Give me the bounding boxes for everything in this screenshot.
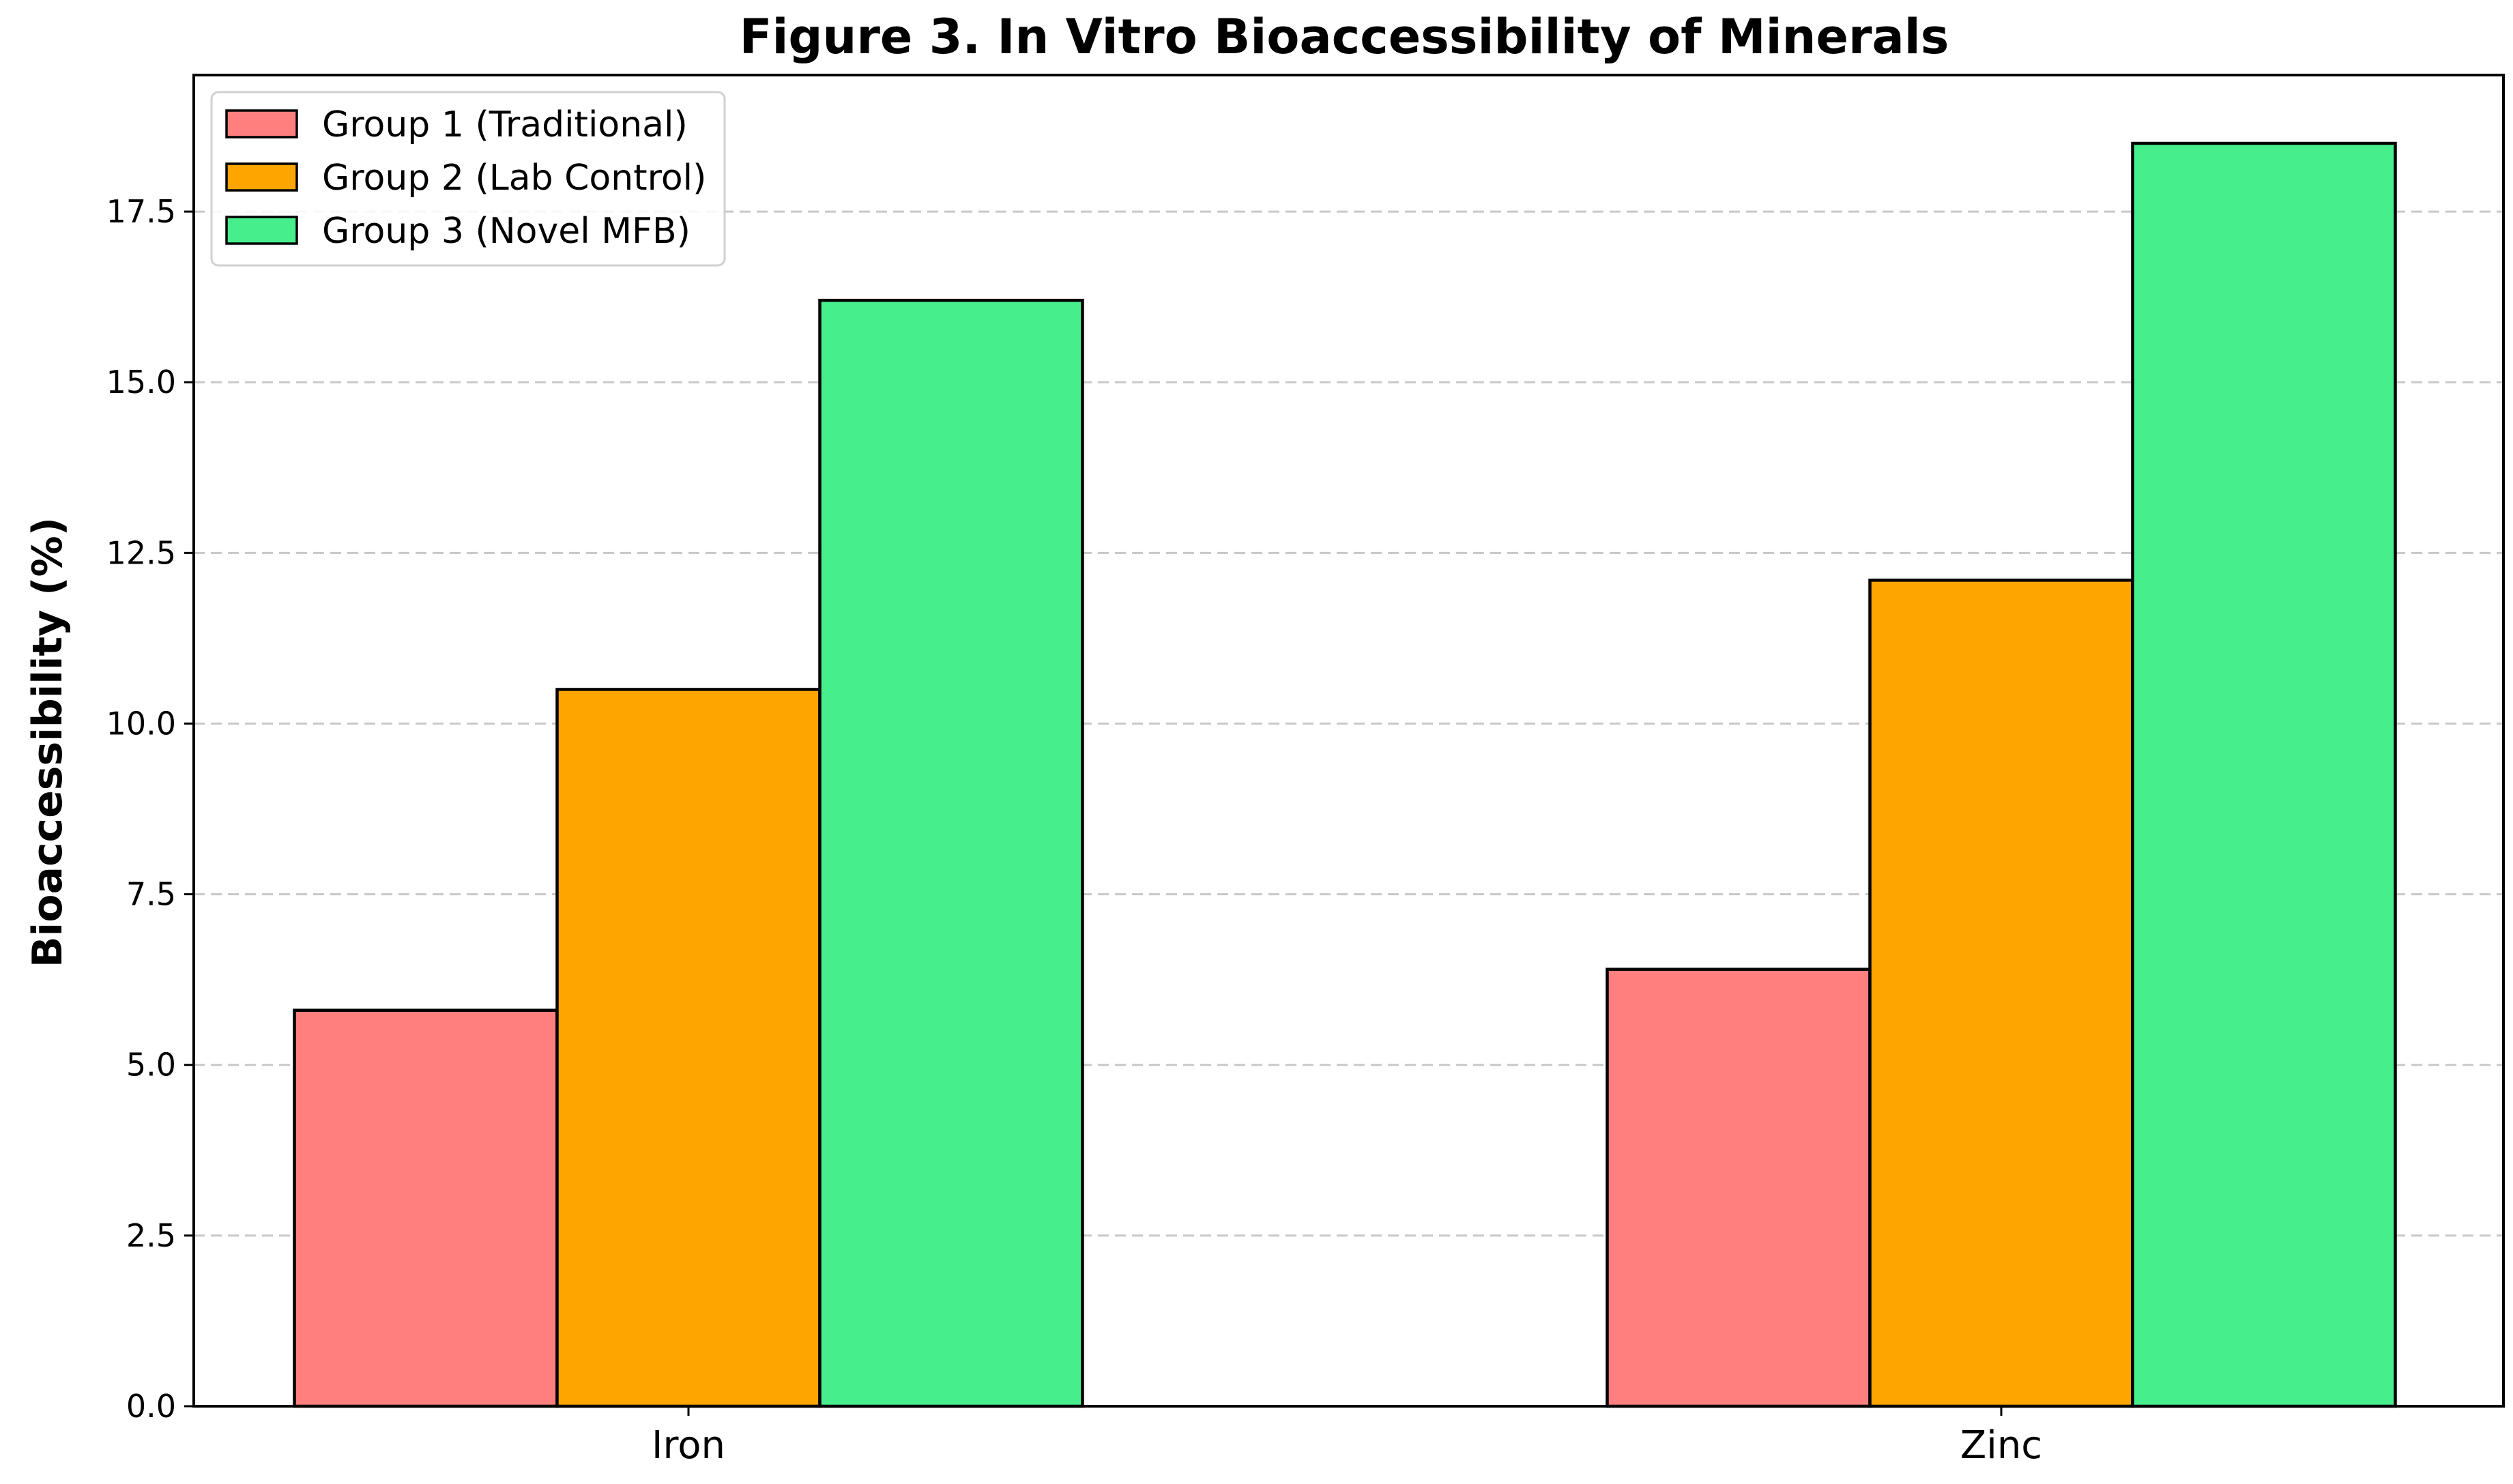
y-tick-label: 10.0 — [106, 705, 176, 742]
legend-swatch-group-1 — [225, 109, 298, 139]
bar-zinc-group-2 — [1868, 579, 2134, 1408]
y-tick-label: 7.5 — [126, 876, 176, 913]
legend-swatch-group-2 — [225, 162, 298, 192]
legend: Group 1 (Traditional) Group 2 (Lab Contro… — [210, 91, 726, 267]
bar-iron-group-2 — [555, 688, 822, 1408]
y-axis: 0.0 2.5 5.0 7.5 10.0 12.5 15.0 17.5 — [106, 193, 194, 1425]
x-tick-label: Zinc — [1960, 1423, 2042, 1468]
y-tick-label: 2.5 — [126, 1217, 176, 1254]
legend-label-group-3: Group 3 (Novel MFB) — [322, 211, 691, 252]
bar-zinc-group-3 — [2131, 141, 2397, 1408]
bar-iron-group-3 — [818, 298, 1084, 1408]
y-tick-label: 17.5 — [106, 193, 176, 230]
plot-area-frame — [192, 74, 2505, 1408]
bars-layer — [293, 141, 2397, 1408]
bar-zinc-group-1 — [1606, 967, 1872, 1408]
bar-iron-group-1 — [293, 1008, 559, 1408]
legend-box — [210, 91, 726, 267]
y-tick-label: 12.5 — [106, 534, 176, 571]
chart-title: Figure 3. In Vitro Bioaccessibility of M… — [740, 9, 1949, 65]
legend-label-group-2: Group 2 (Lab Control) — [322, 158, 706, 199]
legend-swatch-group-3 — [225, 216, 298, 245]
x-axis: Iron Zinc — [652, 1406, 2042, 1468]
y-tick-label: 0.0 — [126, 1388, 176, 1425]
y-tick-label: 5.0 — [126, 1047, 176, 1083]
x-tick-label: Iron — [652, 1423, 725, 1468]
y-tick-label: 15.0 — [106, 364, 176, 401]
legend-label-group-1: Group 1 (Traditional) — [322, 104, 688, 145]
y-axis-label: Bioaccessibility (%) — [24, 517, 72, 967]
